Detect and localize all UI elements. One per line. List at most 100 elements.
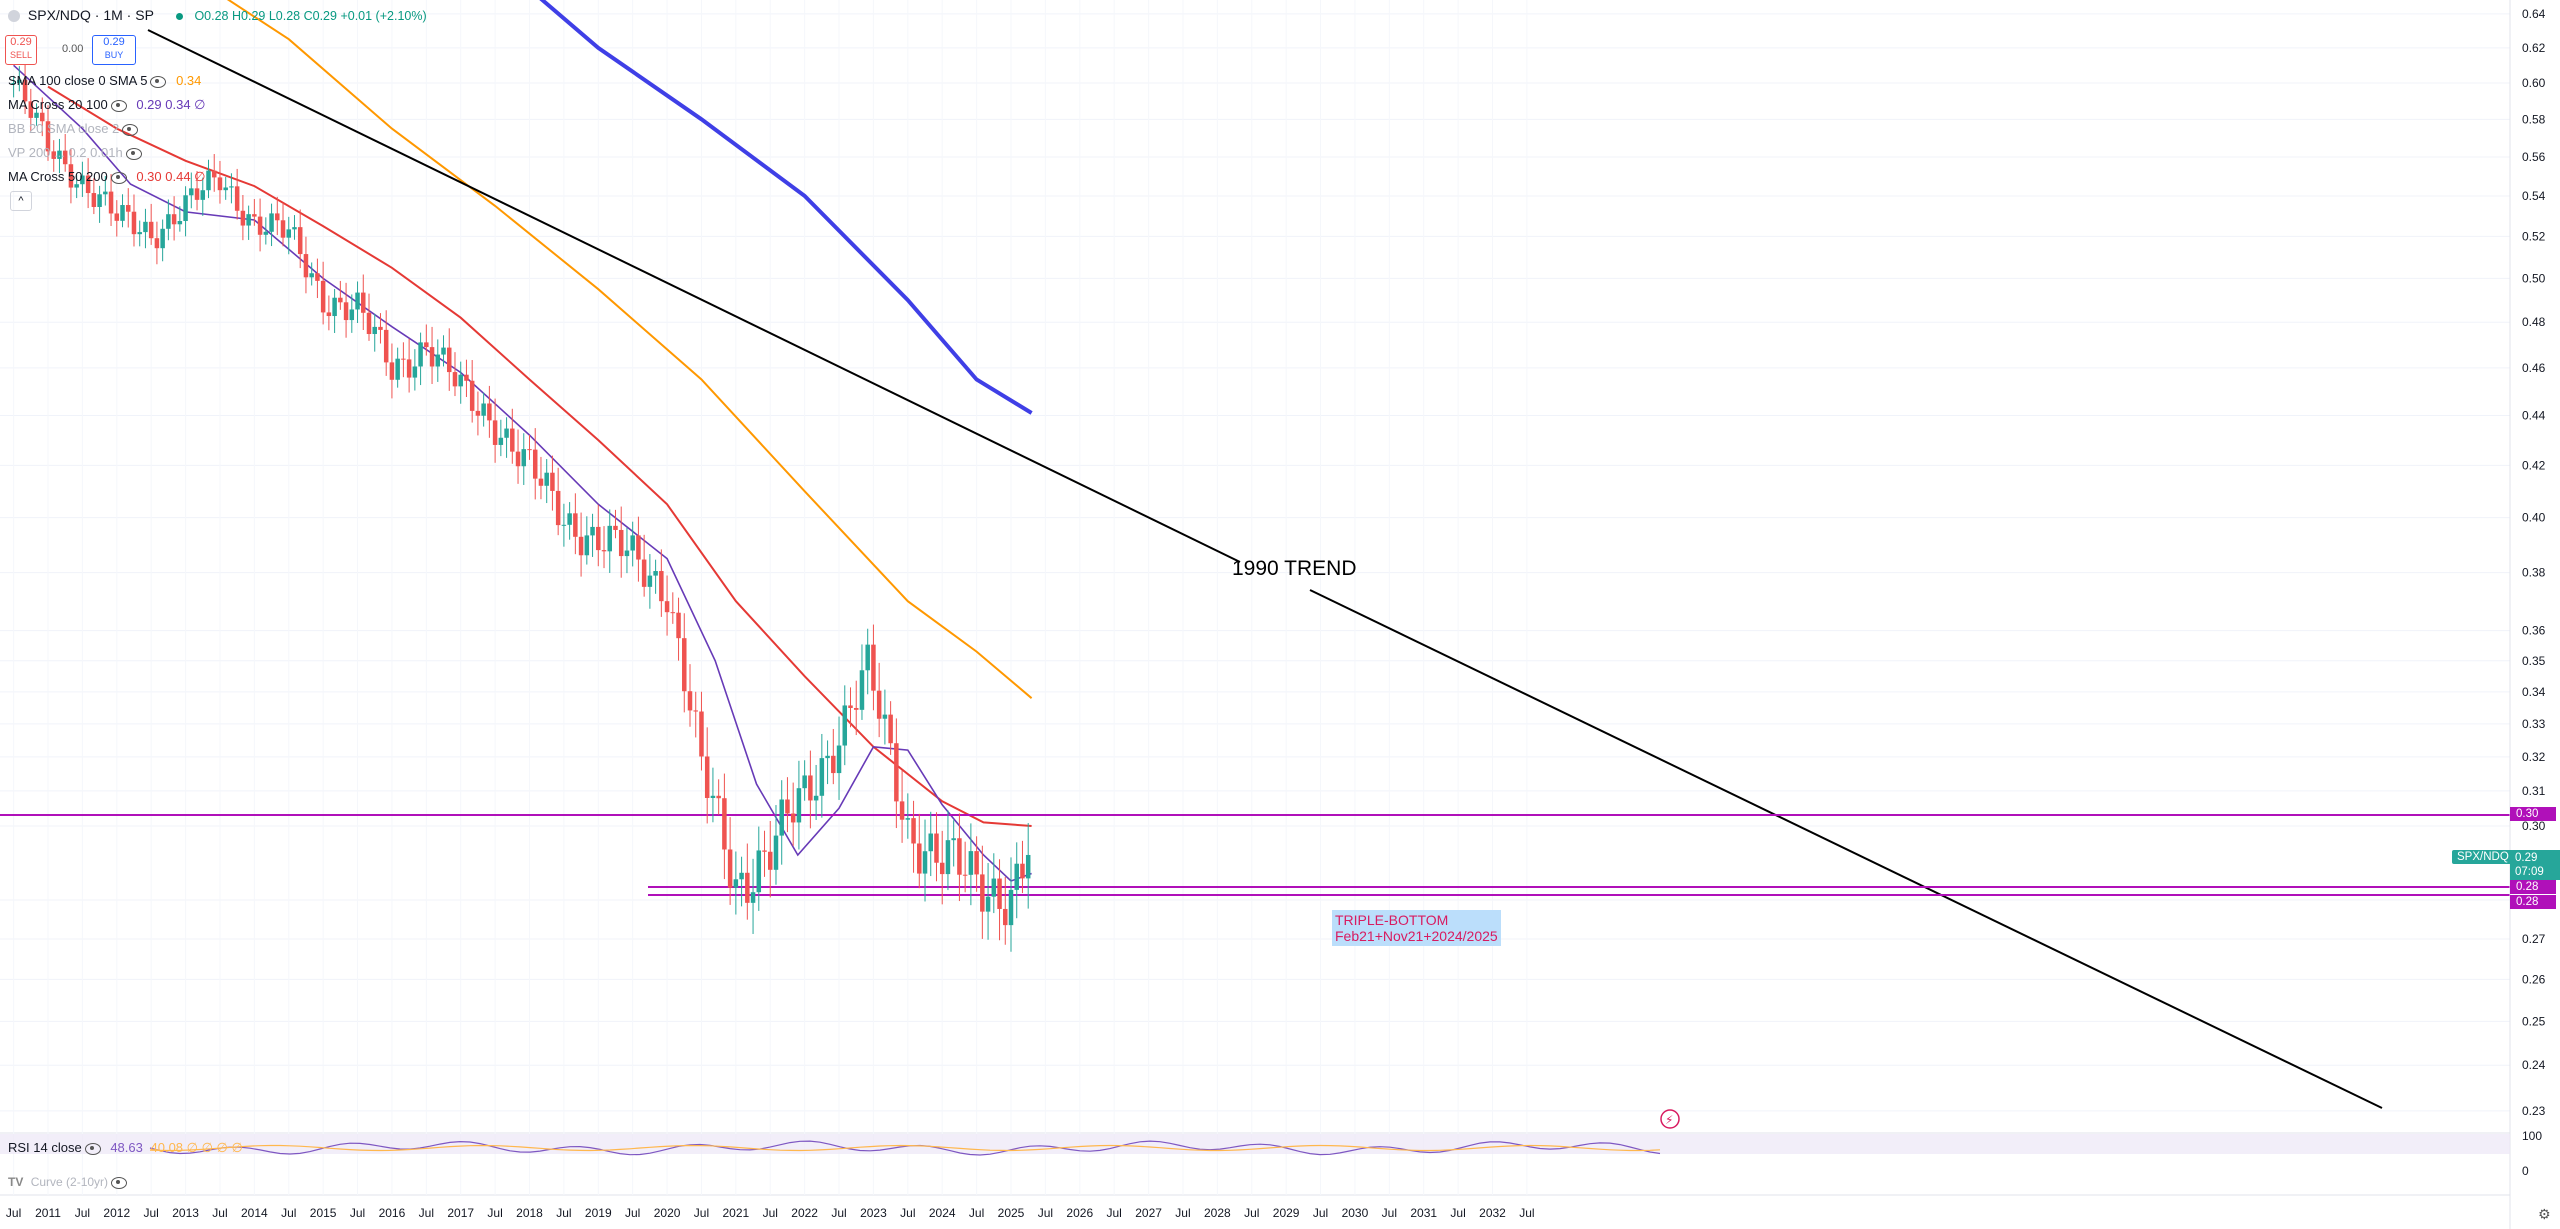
candle-body [739, 872, 744, 880]
candle-body [17, 79, 22, 83]
candle-body [206, 170, 211, 191]
candle-body [200, 190, 206, 200]
price-tick-label: 0.24 [2522, 1058, 2546, 1072]
rsi-tick-label: 0 [2522, 1164, 2529, 1178]
curve-label: Curve (2-10yr) [30, 1175, 109, 1189]
candle-body [51, 151, 56, 159]
candle-body [882, 714, 888, 719]
time-tick-label: 2022 [791, 1206, 818, 1220]
curve-legend[interactable]: TV Curve (2-10yr) [8, 1175, 128, 1189]
indicator-ma-cross-20-100[interactable]: MA Cross 20 100 0.29 0.34 ∅ [8, 97, 206, 113]
time-axis[interactable]: Jul 2011 Jul 2012 Jul 2013 Jul 2014 Jul 2015 Jul 20… [6, 1206, 2551, 1222]
candle-body [424, 342, 429, 348]
candle-body [601, 550, 607, 552]
price-tick-label: 0.32 [2522, 750, 2546, 764]
price-tick-label: 0.54 [2522, 189, 2546, 203]
candle-body [211, 170, 217, 178]
candle-body [641, 559, 647, 587]
candle-body [366, 312, 372, 335]
candle-body [469, 380, 475, 411]
candle-body [378, 326, 383, 330]
trend-label[interactable]: 1990 TREND [1232, 557, 1357, 580]
visibility-eye-icon[interactable] [110, 171, 127, 184]
visibility-eye-icon[interactable] [125, 147, 142, 160]
candle-body [997, 878, 1002, 909]
candle-body [143, 221, 148, 233]
visibility-eye-icon[interactable] [150, 75, 167, 88]
price-tick-label: 0.34 [2522, 685, 2546, 699]
time-tick-label: Jul [763, 1206, 778, 1220]
candle-body [819, 758, 825, 796]
sell-button[interactable]: 0.29 SELL [5, 35, 37, 65]
candle-body [848, 705, 853, 709]
rsi-legend[interactable]: RSI 14 close 48.63 40.08 ∅ ∅ ∅ ∅ [8, 1140, 243, 1156]
candle-body [292, 227, 297, 230]
indicator-ma-cross-50-200[interactable]: MA Cross 50 200 0.30 0.44 ∅ [8, 169, 206, 185]
candle-body [504, 428, 509, 438]
candle-body [131, 211, 137, 235]
price-tick-label: 0.42 [2522, 458, 2546, 472]
time-tick-label: Jul [900, 1206, 915, 1220]
candle-body [429, 347, 435, 367]
time-tick-label: Jul [1244, 1206, 1259, 1220]
time-tick-label: 2016 [379, 1206, 406, 1220]
candle-body [492, 420, 498, 445]
bolt-icon[interactable] [1660, 1109, 1680, 1129]
symbol-title[interactable]: SPX/NDQ · 1M · SP [27, 7, 154, 23]
visibility-eye-icon[interactable] [122, 123, 139, 136]
hline-028a-tag: 0.28 [2510, 880, 2556, 894]
time-tick-label: Jul [350, 1206, 365, 1220]
candle-body [297, 227, 303, 255]
candle-body [865, 644, 870, 671]
candle-body [590, 526, 595, 536]
ohlc-high: H0.29 [232, 9, 266, 23]
trend-line-1990-extension[interactable] [1309, 589, 2383, 1109]
candle-body [498, 437, 504, 445]
time-tick-label: Jul [281, 1206, 296, 1220]
candle-body [166, 214, 171, 229]
visibility-eye-icon[interactable] [110, 99, 127, 112]
price-tick-label: 0.64 [2522, 7, 2546, 21]
time-tick-label: 2023 [860, 1206, 887, 1220]
candle-body [171, 214, 177, 225]
time-tick-label: 2021 [723, 1206, 750, 1220]
price-axis[interactable]: 0.64 0.62 0.60 0.58 0.56 0.54 0.52 0.50 0.48 0.46… [2509, 0, 2560, 1229]
indicator-sma100[interactable]: SMA 100 close 0 SMA 5 0.34 [8, 73, 201, 88]
trend-line-1990[interactable] [147, 29, 1241, 563]
current-symbol-tag: SPX/NDQ [2452, 850, 2514, 864]
tradingview-logo-icon: TV [8, 1175, 24, 1189]
time-tick-label: Jul [144, 1206, 159, 1220]
collapse-legend-button[interactable]: ^ [10, 191, 32, 211]
hline-028b-tag: 0.28 [2510, 895, 2556, 909]
spread-value: 0.00 [62, 43, 84, 55]
candle-body [475, 410, 481, 416]
indicator-vp[interactable]: VP 200 ... 0.2 0.01h [8, 145, 142, 160]
visibility-eye-icon[interactable] [111, 1176, 128, 1189]
buy-button[interactable]: 0.29 BUY [92, 35, 136, 65]
symbol-logo-icon [8, 10, 20, 23]
candle-body [45, 121, 51, 152]
candle-body [630, 535, 635, 551]
candle-body [779, 799, 784, 836]
symbol-row: SPX/NDQ · 1M · SP O0.28 H0.29 L0.28 C0.2… [8, 7, 427, 23]
market-status-dot-icon [175, 12, 183, 20]
time-tick-label: Jul [6, 1206, 21, 1220]
triple-bottom-label[interactable]: TRIPLE-BOTTOM Feb21+Nov21+2024/2025 [1332, 910, 1501, 946]
indicator-bb[interactable]: BB 20 SMA close 2 [8, 121, 139, 136]
candle-body [790, 813, 796, 823]
visibility-eye-icon[interactable] [84, 1142, 101, 1155]
indicator-label: VP 200 ... 0.2 0.01h [8, 145, 123, 160]
time-tick-label: 2012 [103, 1206, 130, 1220]
time-tick-label: 2026 [1066, 1206, 1093, 1220]
candle-body [613, 525, 618, 530]
ohlc-close: C0.29 [303, 9, 337, 23]
settings-gear-icon[interactable]: ⚙ [2538, 1206, 2551, 1222]
time-tick-label: 2029 [1273, 1206, 1300, 1220]
candle-body [624, 550, 630, 557]
candle-body [68, 164, 74, 188]
candle-body [257, 216, 263, 235]
price-tick-label: 0.62 [2522, 41, 2546, 55]
candle-body [664, 601, 670, 613]
chart-grid [0, 13, 2560, 1196]
